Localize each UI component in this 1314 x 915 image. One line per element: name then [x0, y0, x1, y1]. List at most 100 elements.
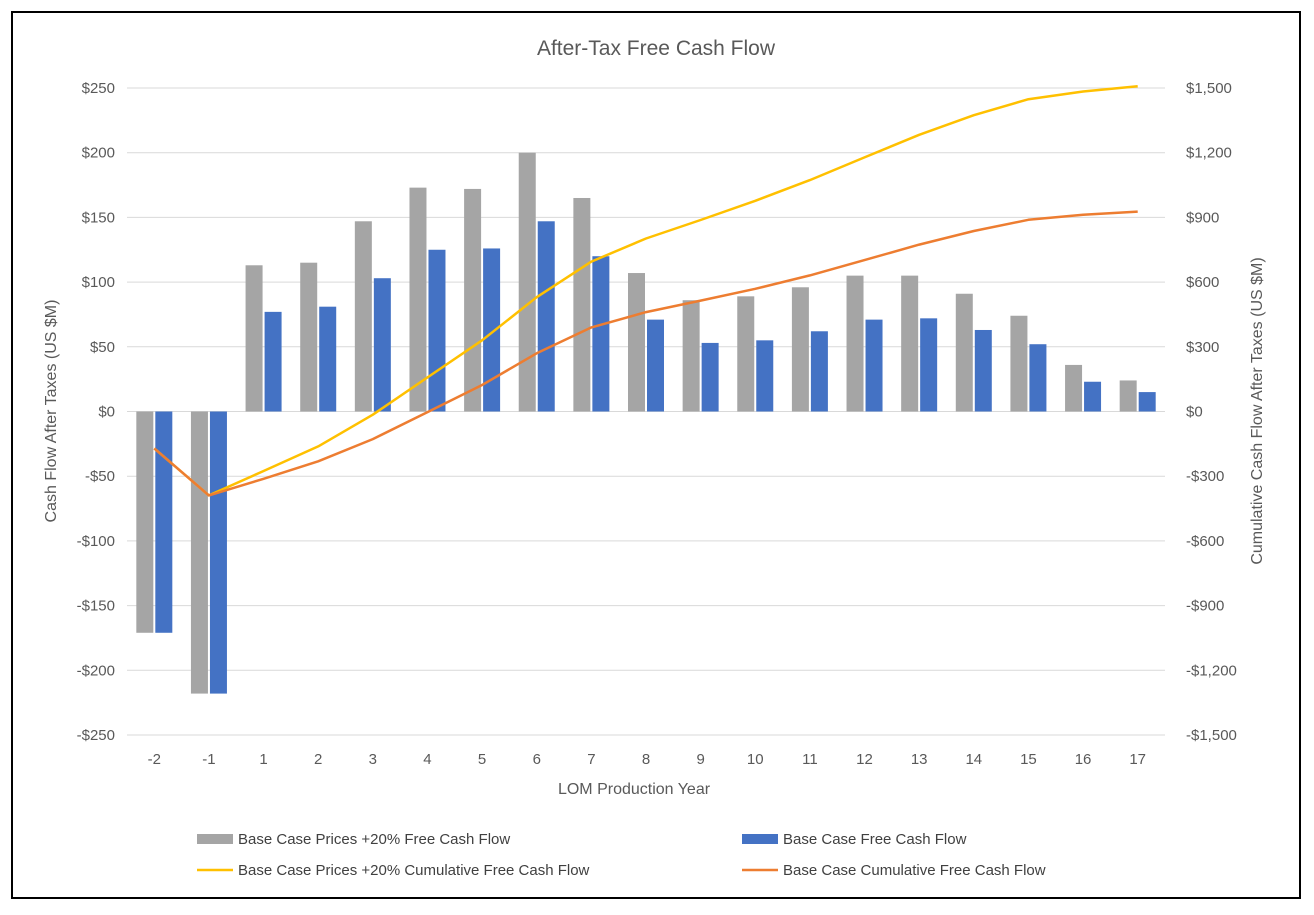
base-case-free-cash-flow-bar [264, 311, 282, 412]
legend: Base Case Prices +20% Free Cash Flow Base… [197, 831, 1046, 879]
left-axis-tick-label: $0 [98, 404, 115, 421]
left-axis-tick-label: $150 [82, 209, 115, 226]
base-case-prices-20-free-cash-flow-bar [1010, 315, 1028, 412]
gridlines [127, 87, 1165, 736]
x-axis-tick-label: 16 [1075, 751, 1092, 768]
x-axis-tick-label: 6 [533, 751, 541, 768]
base-case-free-cash-flow-bar [483, 248, 501, 412]
x-axis-tick-label: 2 [314, 751, 322, 768]
base-case-prices-20-free-cash-flow-bar [245, 265, 263, 412]
left-axis-tick-label: -$50 [85, 468, 115, 485]
right-axis-ticks: $1,500 $1,200 $900 $600 $300 $0 -$300 -$600 -$90… [1186, 80, 1237, 744]
x-axis-tick-label: -1 [202, 751, 215, 768]
right-axis-tick-label: $300 [1186, 339, 1219, 356]
chart-title: After-Tax Free Cash Flow [537, 37, 776, 60]
base-case-free-cash-flow-bar [701, 342, 719, 412]
base-case-prices-20-free-cash-flow-bar [1119, 380, 1137, 412]
base-case-free-cash-flow-bar [647, 319, 664, 412]
x-axis-tick-label: 7 [587, 751, 595, 768]
right-axis-tick-label: $0 [1186, 404, 1203, 421]
x-axis-tick-label: 4 [423, 751, 431, 768]
x-axis-tick-label: 5 [478, 751, 486, 768]
chart-frame: After-Tax Free Cash Flow $250 $200 $150 $10… [11, 11, 1301, 899]
left-axis-tick-label: -$150 [77, 598, 115, 615]
base-case-free-cash-flow-bar [209, 411, 227, 694]
base-case-prices-20-free-cash-flow-bar [518, 152, 536, 412]
cumulative-lines [153, 85, 1138, 497]
right-axis-tick-label: $600 [1186, 274, 1219, 291]
base-case-free-cash-flow-bar [428, 249, 446, 412]
x-axis-tick-label: 11 [802, 751, 818, 768]
x-axis-tick-label: 14 [965, 751, 982, 768]
right-axis-tick-label: -$1,500 [1186, 727, 1237, 744]
base-case-prices-20-free-cash-flow-bar [955, 293, 973, 412]
base-case-prices-20-free-cash-flow-bar [300, 262, 318, 412]
right-axis-tick-label: -$900 [1186, 598, 1224, 615]
base-case-free-cash-flow-bar [1138, 392, 1156, 412]
base-case-free-cash-flow-bar [810, 331, 828, 412]
x-axis-tick-label: 3 [369, 751, 377, 768]
legend-swatch [197, 834, 233, 844]
base-case-free-cash-flow-bar [373, 278, 391, 412]
x-axis-tick-label: 13 [911, 751, 928, 768]
x-axis-tick-label: 10 [747, 751, 764, 768]
legend-item: Base Case Free Cash Flow [742, 831, 967, 848]
legend-label: Base Case Free Cash Flow [783, 831, 967, 848]
base-case-prices-20-free-cash-flow-bar [409, 187, 427, 412]
bars [136, 152, 1156, 694]
left-axis-tick-label: -$100 [77, 533, 115, 550]
base-case-free-cash-flow-bar [756, 340, 774, 412]
base-case-free-cash-flow-bar [974, 329, 992, 412]
base-case-free-cash-flow-bar [865, 319, 883, 412]
base-case-prices-20-free-cash-flow-bar [628, 273, 645, 412]
x-axis-tick-label: 8 [642, 751, 650, 768]
base-case-prices-20-free-cash-flow-bar [791, 287, 809, 412]
legend-item: Base Case Prices +20% Free Cash Flow [197, 831, 510, 848]
base-case-prices-20-free-cash-flow-bar [573, 197, 591, 412]
right-axis-title: Cumulative Cash Flow After Taxes (US $M) [1249, 257, 1266, 564]
base-case-prices-20-free-cash-flow-bar [901, 275, 919, 412]
base-case-prices-20-cumulative-free-cash-flow-line [153, 85, 1138, 497]
base-case-prices-20-free-cash-flow-bar [1065, 364, 1083, 412]
x-axis-title: LOM Production Year [558, 781, 711, 798]
left-axis-tick-label: $50 [90, 339, 115, 356]
left-axis-tick-label: -$250 [77, 727, 115, 744]
base-case-prices-20-free-cash-flow-bar [354, 221, 372, 412]
base-case-prices-20-free-cash-flow-bar [846, 275, 864, 412]
left-axis-tick-label: $100 [82, 274, 115, 291]
chart-svg: After-Tax Free Cash Flow $250 $200 $150 $10… [43, 37, 1266, 879]
left-axis-title: Cash Flow After Taxes (US $M) [43, 300, 60, 523]
legend-item: Base Case Prices +20% Cumulative Free Ca… [197, 862, 590, 879]
right-axis-tick-label: $1,500 [1186, 80, 1232, 97]
x-axis-tick-label: 15 [1020, 751, 1037, 768]
base-case-free-cash-flow-bar [319, 306, 337, 412]
x-axis-tick-label: 17 [1129, 751, 1146, 768]
right-axis-tick-label: $1,200 [1186, 145, 1232, 162]
left-axis-ticks: $250 $200 $150 $100 $50 $0 -$50 -$100 -$150 -$200… [77, 80, 115, 744]
base-case-free-cash-flow-bar [1029, 344, 1047, 412]
right-axis-tick-label: -$300 [1186, 468, 1224, 485]
base-case-prices-20-free-cash-flow-bar [190, 411, 208, 694]
base-case-free-cash-flow-bar [155, 411, 173, 633]
base-case-free-cash-flow-bar [537, 221, 555, 412]
base-case-prices-20-free-cash-flow-bar [136, 411, 154, 633]
base-case-cumulative-free-cash-flow-line [153, 210, 1138, 497]
left-axis-tick-label: -$200 [77, 662, 115, 679]
base-case-free-cash-flow-bar [1084, 381, 1102, 412]
x-axis-tick-label: 12 [856, 751, 873, 768]
base-case-prices-20-free-cash-flow-bar [737, 296, 755, 412]
base-case-prices-20-free-cash-flow-bar [682, 300, 700, 412]
base-case-free-cash-flow-bar [592, 256, 610, 412]
right-axis-tick-label: -$600 [1186, 533, 1224, 550]
x-axis-tick-label: -2 [148, 751, 161, 768]
base-case-prices-20-free-cash-flow-bar [464, 188, 482, 412]
legend-label: Base Case Cumulative Free Cash Flow [783, 862, 1046, 879]
base-case-free-cash-flow-bar [920, 318, 938, 412]
x-axis-tick-label: 1 [259, 751, 267, 768]
left-axis-tick-label: $200 [82, 145, 115, 162]
x-axis-ticks: -2 -1 1 2 3 4 5 6 7 8 9 10 11 12 13 14 15 16 17 [148, 751, 1146, 768]
right-axis-tick-label: $900 [1186, 209, 1219, 226]
legend-item: Base Case Cumulative Free Cash Flow [742, 862, 1046, 879]
legend-label: Base Case Prices +20% Cumulative Free Ca… [238, 862, 590, 879]
left-axis-tick-label: $250 [82, 80, 115, 97]
